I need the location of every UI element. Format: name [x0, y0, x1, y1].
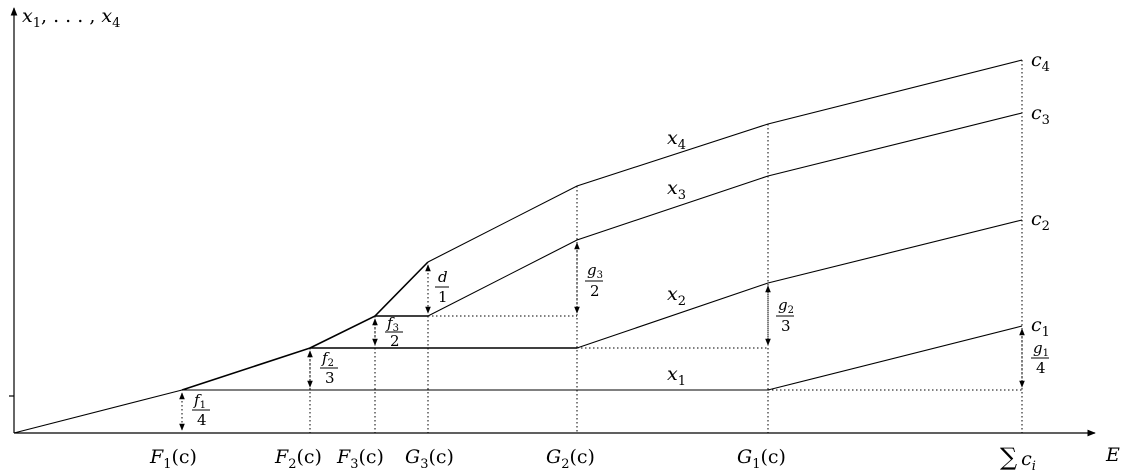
x-tick-sum: ∑ ci	[1000, 443, 1036, 474]
fraction-g1-4: g1 4	[1031, 339, 1049, 377]
curve-x1	[13, 325, 1023, 434]
x-axis-label: E	[1105, 444, 1120, 466]
x-tick-f2: F2(c)	[274, 446, 322, 472]
fraction-g2-3: g2 3	[776, 296, 794, 335]
svg-text:3: 3	[781, 317, 791, 335]
svg-text:f3: f3	[386, 314, 399, 334]
series-label-x1: x1	[667, 363, 686, 389]
svg-text:d: d	[438, 268, 448, 286]
svg-text:3: 3	[325, 369, 335, 387]
right-label-c4: c4	[1031, 49, 1050, 75]
svg-text:f2: f2	[321, 349, 334, 369]
svg-text:2: 2	[590, 282, 600, 300]
curve-x3-tail	[427, 112, 1023, 317]
x-tick-g2: G2(c)	[546, 446, 595, 472]
svg-text:1: 1	[438, 288, 448, 306]
curve-x4	[374, 261, 429, 317]
svg-text:g1: g1	[1033, 339, 1049, 359]
right-label-c3: c3	[1031, 102, 1050, 128]
fraction-g3-2: g3 2	[585, 261, 603, 300]
fraction-d-1: d 1	[435, 268, 449, 306]
curve-x3	[309, 315, 428, 349]
x-tick-g1: G1(c)	[737, 446, 786, 472]
svg-text:f1: f1	[193, 391, 206, 411]
x-tick-f1: F1(c)	[149, 446, 197, 472]
svg-text:4: 4	[1036, 359, 1046, 377]
fraction-f1-4: f1 4	[192, 391, 210, 429]
right-label-c1: c1	[1031, 314, 1050, 340]
curve-x2	[181, 347, 577, 391]
series-label-x3: x3	[667, 177, 686, 203]
series-label-x2: x2	[667, 283, 686, 309]
right-label-c2: c2	[1031, 208, 1050, 234]
curve-x2-tail	[576, 219, 1023, 349]
curve-x4-tail	[427, 59, 1023, 263]
fraction-f3-2: f3 2	[385, 314, 403, 350]
svg-text:4: 4	[197, 411, 207, 429]
y-axis-label: x1, . . . , x4	[22, 5, 120, 31]
svg-text:g3: g3	[587, 261, 603, 281]
fraction-f2-3: f2 3	[320, 349, 338, 387]
x-tick-f3: F3(c)	[336, 446, 384, 472]
x-tick-g3: G3(c)	[405, 446, 454, 472]
svg-text:2: 2	[390, 332, 400, 350]
series-label-x4: x4	[667, 127, 686, 153]
svg-text:g2: g2	[778, 296, 794, 316]
